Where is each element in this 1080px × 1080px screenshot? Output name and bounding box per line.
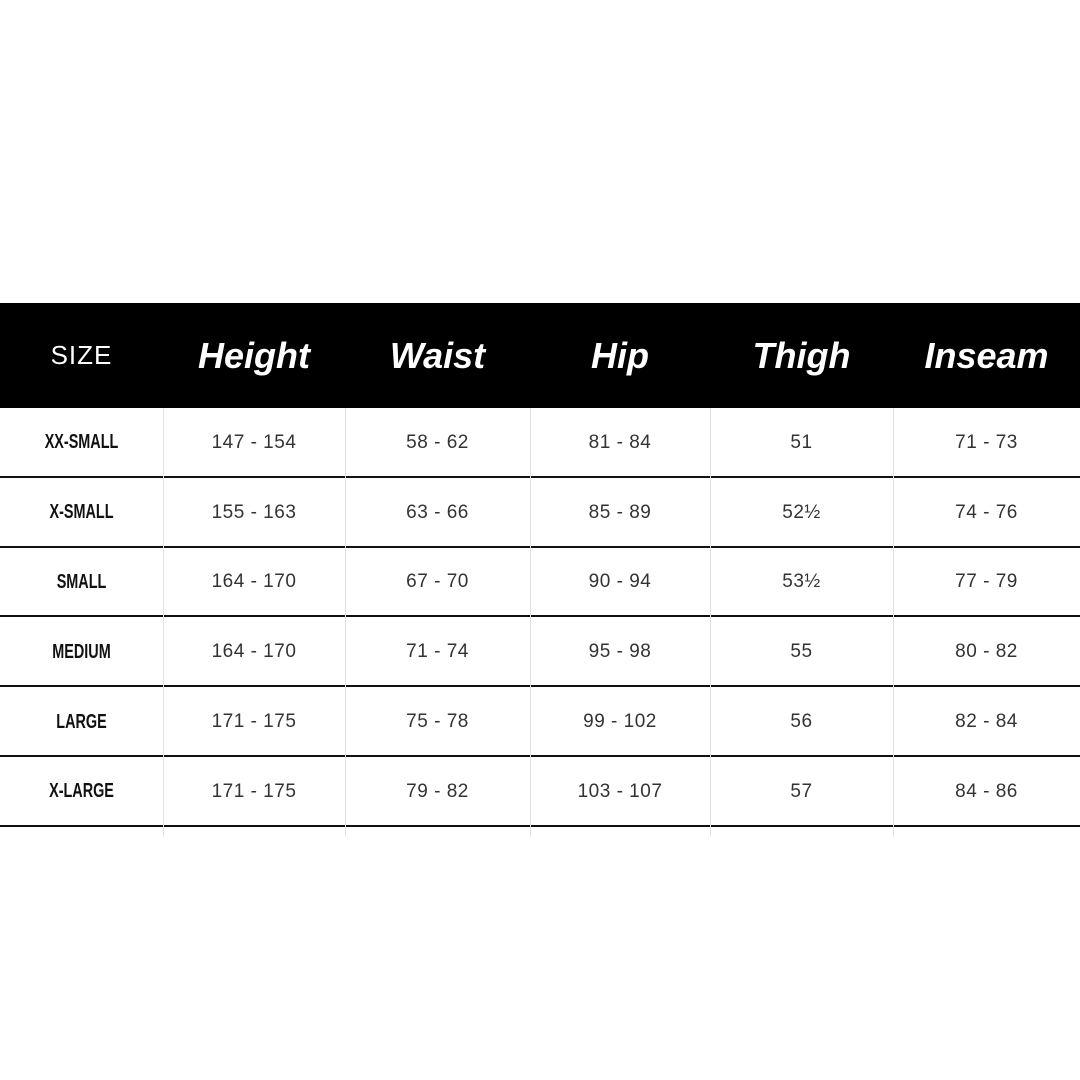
measurement: 51 — [790, 431, 813, 453]
size-label: X-LARGE — [49, 780, 114, 803]
column-header: Height — [198, 334, 310, 376]
size-label: MEDIUM — [52, 640, 111, 663]
measurement: 52½ — [782, 501, 821, 523]
measurement: 53½ — [782, 571, 821, 593]
column-divider — [710, 408, 711, 837]
measurement: 164 - 170 — [211, 641, 297, 663]
row-divider — [0, 685, 1080, 688]
measurement: 57 — [790, 780, 813, 802]
column-header: Waist — [389, 334, 486, 376]
measurement: 67 - 70 — [406, 571, 469, 593]
measurement: 155 - 163 — [211, 501, 297, 523]
row-divider — [0, 824, 1080, 827]
measurement: 74 - 76 — [955, 501, 1018, 523]
row-divider — [0, 545, 1080, 548]
column-header: Inseam — [924, 334, 1049, 376]
measurement: 71 - 73 — [955, 431, 1018, 453]
column-divider — [893, 408, 894, 837]
measurement: 71 - 74 — [406, 641, 469, 663]
measurement: 82 - 84 — [955, 711, 1018, 733]
column-header: Thigh — [752, 334, 851, 376]
measurement: 90 - 94 — [588, 571, 652, 593]
column-divider — [530, 408, 531, 837]
header-band — [0, 303, 1080, 408]
row-divider — [0, 475, 1080, 478]
measurement: 77 - 79 — [955, 571, 1018, 593]
column-divider — [345, 408, 346, 837]
size-label: X-SMALL — [49, 501, 114, 524]
measurement: 95 - 98 — [588, 641, 652, 663]
column-header: SIZE — [50, 340, 113, 370]
measurement: 147 - 154 — [211, 431, 297, 453]
column-header: Hip — [591, 334, 649, 376]
size-label: XX-SMALL — [44, 431, 119, 454]
measurement: 103 - 107 — [577, 780, 663, 802]
measurement: 63 - 66 — [406, 501, 469, 523]
measurement: 84 - 86 — [955, 780, 1018, 802]
measurement: 75 - 78 — [406, 711, 469, 733]
row-divider — [0, 755, 1080, 757]
measurement: 79 - 82 — [406, 780, 469, 802]
column-divider — [163, 408, 164, 837]
size-label: LARGE — [56, 710, 107, 733]
measurement: 164 - 170 — [211, 571, 297, 593]
measurement: 80 - 82 — [955, 641, 1018, 663]
measurement: 171 - 175 — [211, 711, 297, 733]
measurement: 85 - 89 — [588, 501, 652, 523]
measurement: 171 - 175 — [211, 780, 297, 802]
measurement: 56 — [790, 711, 813, 733]
measurement: 81 - 84 — [588, 431, 652, 453]
measurement: 99 - 102 — [583, 711, 657, 733]
size-label: SMALL — [56, 570, 107, 593]
row-divider — [0, 615, 1080, 618]
measurement: 55 — [790, 641, 813, 663]
measurement: 58 - 62 — [406, 431, 469, 453]
